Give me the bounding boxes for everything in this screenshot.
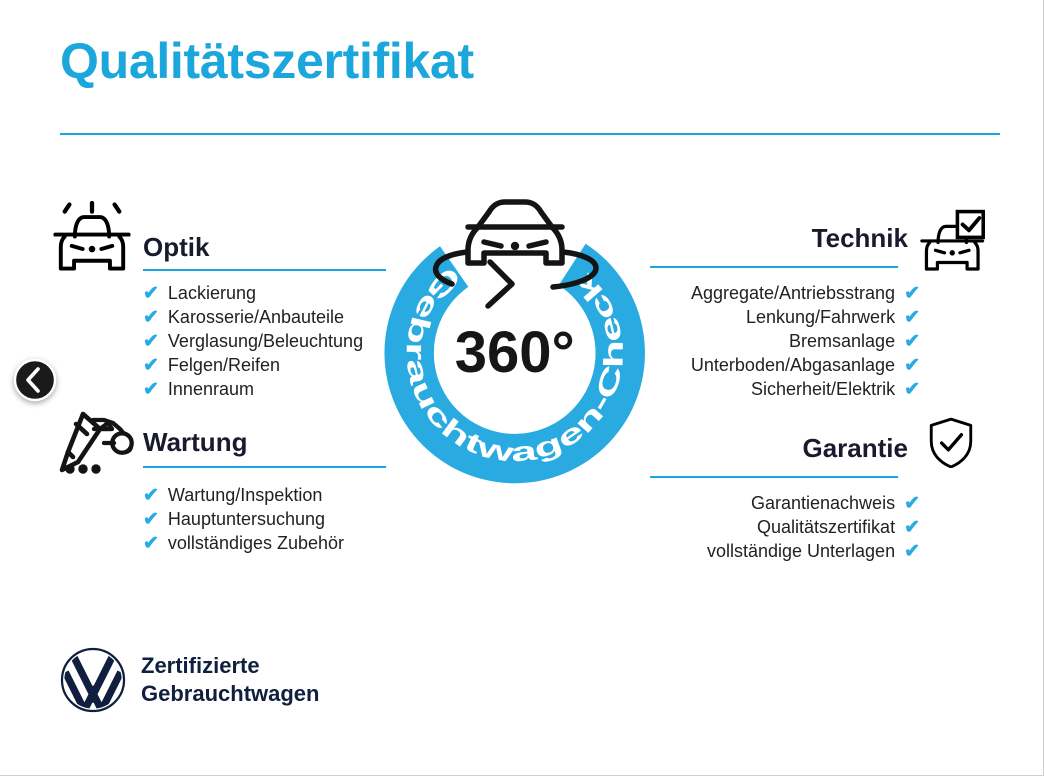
svg-text:360°: 360° [455, 320, 575, 385]
